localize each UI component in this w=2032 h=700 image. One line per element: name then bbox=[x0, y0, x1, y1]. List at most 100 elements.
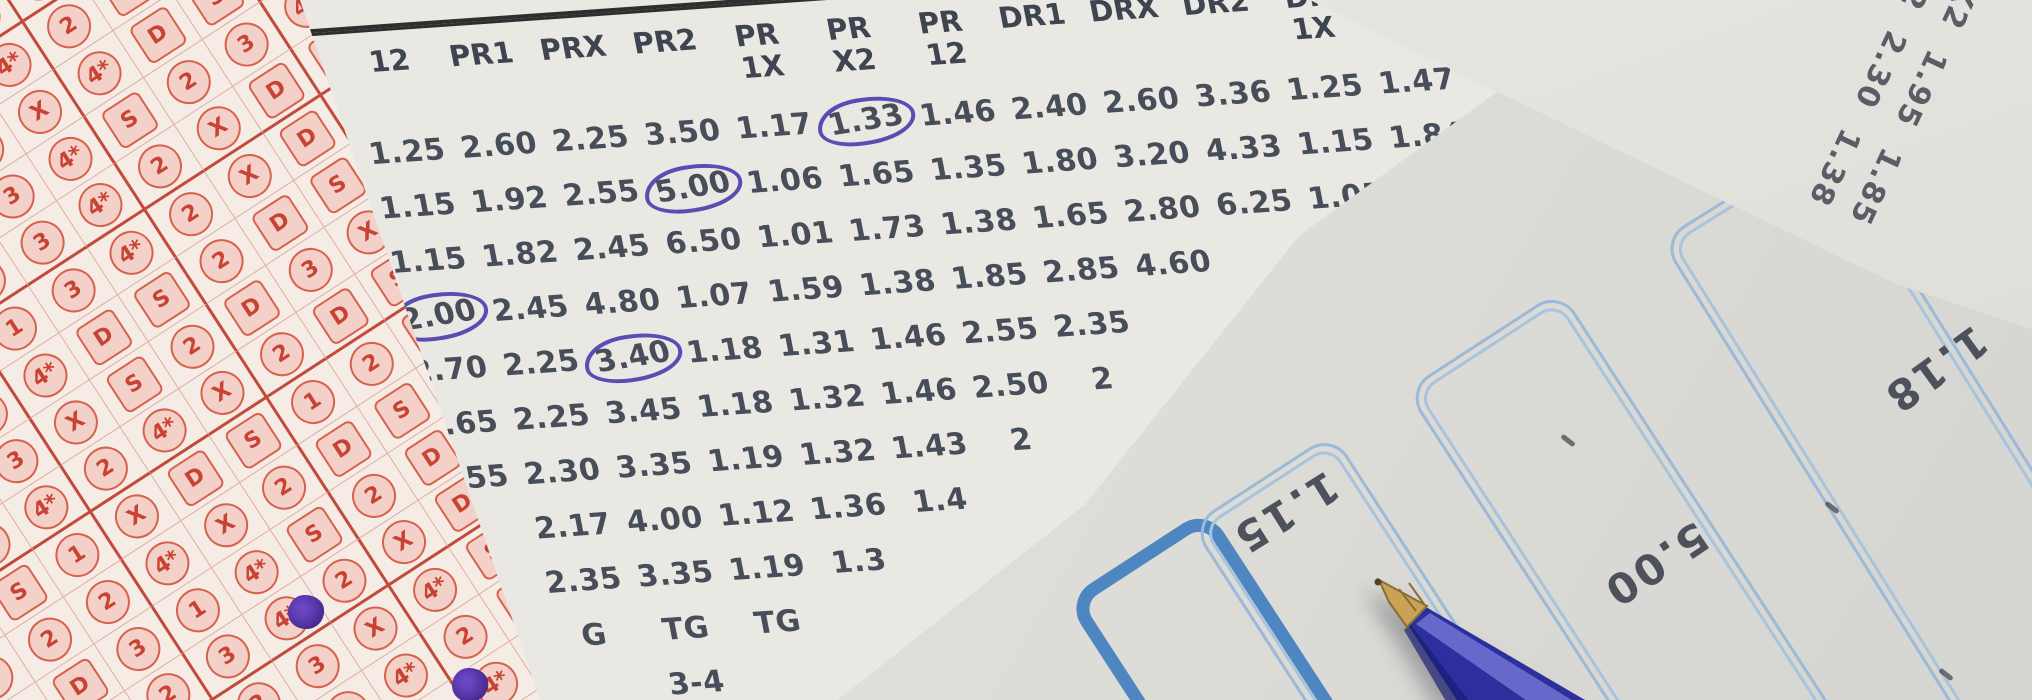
odds-value: 1.18 bbox=[694, 384, 777, 425]
odds-cell: 5.00 bbox=[637, 157, 749, 220]
odds-cell: 1.12 bbox=[707, 493, 806, 534]
odds-value: 2.55 bbox=[958, 311, 1042, 352]
odds-cell: 1.07 bbox=[665, 276, 764, 317]
odds-cell: 1.18 bbox=[686, 384, 785, 425]
odds-cell: 1.33 bbox=[810, 90, 922, 152]
odds-value: 1.46 bbox=[867, 317, 950, 358]
odds-value: 1.36 bbox=[807, 487, 890, 528]
odds-cell: 1.17 bbox=[725, 106, 824, 147]
odds-cell: 1.18 bbox=[676, 330, 775, 371]
odds-column-header: PRX bbox=[524, 29, 628, 100]
odds-value: 6.25 bbox=[1213, 183, 1296, 224]
odds-value: 3-4 bbox=[665, 664, 728, 700]
odds-value: 1.12 bbox=[715, 493, 798, 534]
odds-value: 1.15 bbox=[376, 186, 460, 227]
odds-cell: 2.50 bbox=[962, 365, 1061, 406]
odds-value: 2.45 bbox=[489, 288, 573, 329]
odds-cell: 1.80 bbox=[1011, 141, 1110, 182]
odds-value: TG bbox=[659, 609, 713, 648]
odds-value: 2.30 bbox=[521, 452, 604, 493]
odds-value: 3.50 bbox=[641, 112, 724, 153]
odds-cell: 1.85 bbox=[940, 256, 1039, 297]
odds-column-header: PR 12 bbox=[891, 3, 995, 74]
odds-value: 2 bbox=[1007, 421, 1036, 459]
odds-value: 1.46 bbox=[916, 93, 1000, 134]
odds-value: 1.15 bbox=[387, 240, 470, 281]
odds-cell: 1.92 bbox=[460, 180, 559, 221]
odds-column-header: DR2 bbox=[1166, 0, 1270, 55]
odds-value: 1.3 bbox=[828, 542, 890, 581]
odds-cell: 2.40 bbox=[1000, 87, 1099, 128]
odds-cell: 1.43 bbox=[880, 426, 979, 467]
odds-value: 2.80 bbox=[1121, 189, 1204, 230]
odds-cell: 1.31 bbox=[767, 324, 866, 365]
pen-filled-bubble bbox=[452, 668, 488, 700]
odds-cell: 2.80 bbox=[1113, 189, 1212, 230]
odds-column-header-line1: PR2 bbox=[629, 22, 700, 61]
odds-value: 1.25 bbox=[365, 132, 449, 173]
odds-cell: 6.50 bbox=[654, 221, 753, 262]
odds-column-header-line1: PRX bbox=[536, 28, 610, 67]
odds-cell: TG bbox=[637, 608, 736, 649]
odds-cell: 2.25 bbox=[542, 119, 641, 160]
odds-value: 1.92 bbox=[468, 180, 551, 221]
odds-column-header: DRX bbox=[1075, 0, 1179, 61]
odds-cell: 1.25 bbox=[358, 132, 457, 173]
odds-value: 1.65 bbox=[1029, 196, 1113, 236]
odds-value: 1.47 bbox=[1375, 61, 1459, 102]
odds-cell: 2.60 bbox=[450, 125, 549, 166]
odds-cell: 1.46 bbox=[909, 93, 1008, 134]
odds-value: 2.25 bbox=[549, 119, 633, 160]
odds-value: 1.31 bbox=[775, 324, 858, 365]
odds-value: 2.35 bbox=[542, 560, 625, 601]
odds-value: 1.33 bbox=[810, 90, 922, 152]
odds-cell bbox=[742, 674, 834, 680]
odds-cell: 3.20 bbox=[1103, 135, 1202, 176]
odds-value: 1.38 bbox=[856, 263, 940, 304]
odds-column-header-line2: 12 bbox=[922, 36, 970, 73]
odds-cell: 1.32 bbox=[778, 378, 877, 419]
odds-cell: 1.38 bbox=[849, 263, 948, 304]
odds-cell: 1.3 bbox=[810, 541, 909, 582]
odds-cell: 3.45 bbox=[594, 391, 693, 432]
odds-cell: 2.25 bbox=[492, 343, 591, 384]
odds-cell: 2 bbox=[1053, 359, 1152, 400]
odds-value: 1.38 bbox=[937, 202, 1021, 243]
odds-cell: 1.15 bbox=[1286, 122, 1385, 163]
odds-value: 1.85 bbox=[948, 256, 1031, 297]
odds-cell: 6.25 bbox=[1205, 183, 1304, 224]
odds-value: 5.00 bbox=[637, 157, 749, 220]
odds-column-header-line2: 1X bbox=[738, 48, 788, 86]
odds-cell: 1.38 bbox=[930, 202, 1029, 243]
odds-value: 1.4 bbox=[909, 481, 971, 521]
odds-value: 1.07 bbox=[673, 276, 756, 317]
odds-value: 1.06 bbox=[743, 160, 827, 201]
odds-cell: 1.19 bbox=[718, 548, 817, 589]
odds-cell: 2.35 bbox=[1043, 304, 1142, 345]
odds-value: 2.45 bbox=[570, 228, 654, 269]
odds-cell: 2 bbox=[972, 419, 1071, 460]
odds-cell: 1.46 bbox=[859, 317, 958, 358]
odds-cell: 3-4 bbox=[647, 663, 746, 700]
odds-value: 2.17 bbox=[531, 506, 615, 547]
odds-cell: 1.06 bbox=[736, 160, 835, 201]
odds-cell: 2.25 bbox=[503, 397, 602, 438]
odds-value: 4.60 bbox=[1131, 244, 1215, 284]
odds-value: G bbox=[578, 617, 611, 654]
odds-column-header: PR X2 bbox=[799, 10, 903, 81]
odds-value: 1.19 bbox=[725, 548, 809, 589]
odds-value: 4.33 bbox=[1202, 128, 1286, 169]
odds-column-header-line2: X2 bbox=[830, 42, 880, 80]
odds-value: 4.00 bbox=[623, 500, 707, 541]
odds-cell bbox=[824, 613, 916, 619]
corner-numbers: X21.951.85X22.301.38 bbox=[1801, 0, 1985, 231]
odds-cell: G bbox=[545, 615, 644, 656]
odds-value: 1.80 bbox=[1018, 141, 1102, 182]
odds-column-header: DR1 bbox=[983, 0, 1087, 67]
odds-cell: 1.36 bbox=[799, 487, 898, 528]
odds-value: 2.60 bbox=[457, 125, 541, 166]
odds-cell: 2.60 bbox=[1092, 80, 1191, 121]
odds-column-header: PR2 bbox=[616, 22, 720, 93]
odds-value: 1.59 bbox=[764, 269, 848, 310]
odds-cell: 4.80 bbox=[573, 282, 672, 323]
